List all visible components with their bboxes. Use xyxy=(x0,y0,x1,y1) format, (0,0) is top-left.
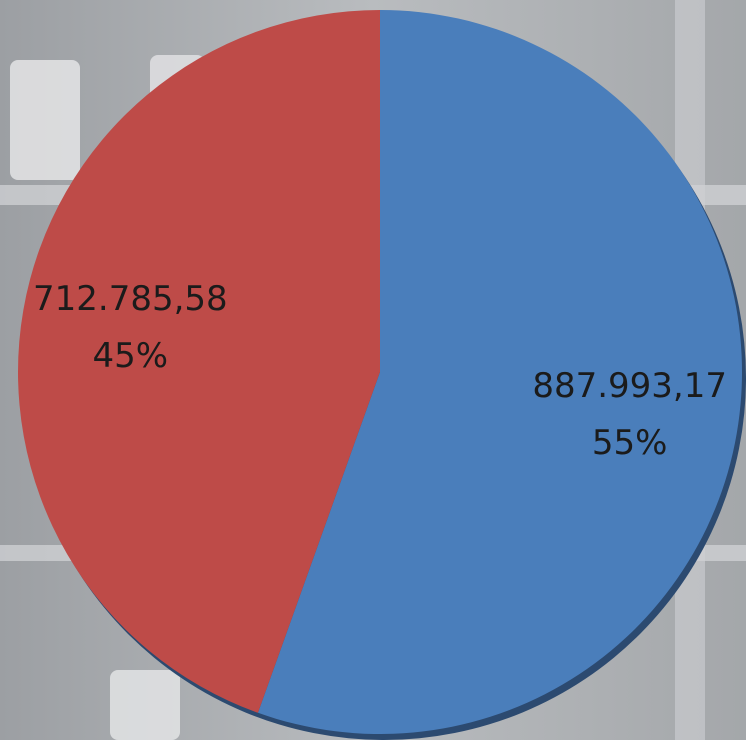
value-label: 887.993,17 xyxy=(532,366,727,406)
chart: 887.993,17 55% 712.785,58 45% xyxy=(0,0,746,740)
page: 887.993,1755%712.785,5845% (() => { cons… xyxy=(0,0,746,740)
percent-label: 45% xyxy=(93,336,169,376)
percent-label: 55% xyxy=(592,423,668,463)
value-label: 712.785,58 xyxy=(33,279,228,319)
